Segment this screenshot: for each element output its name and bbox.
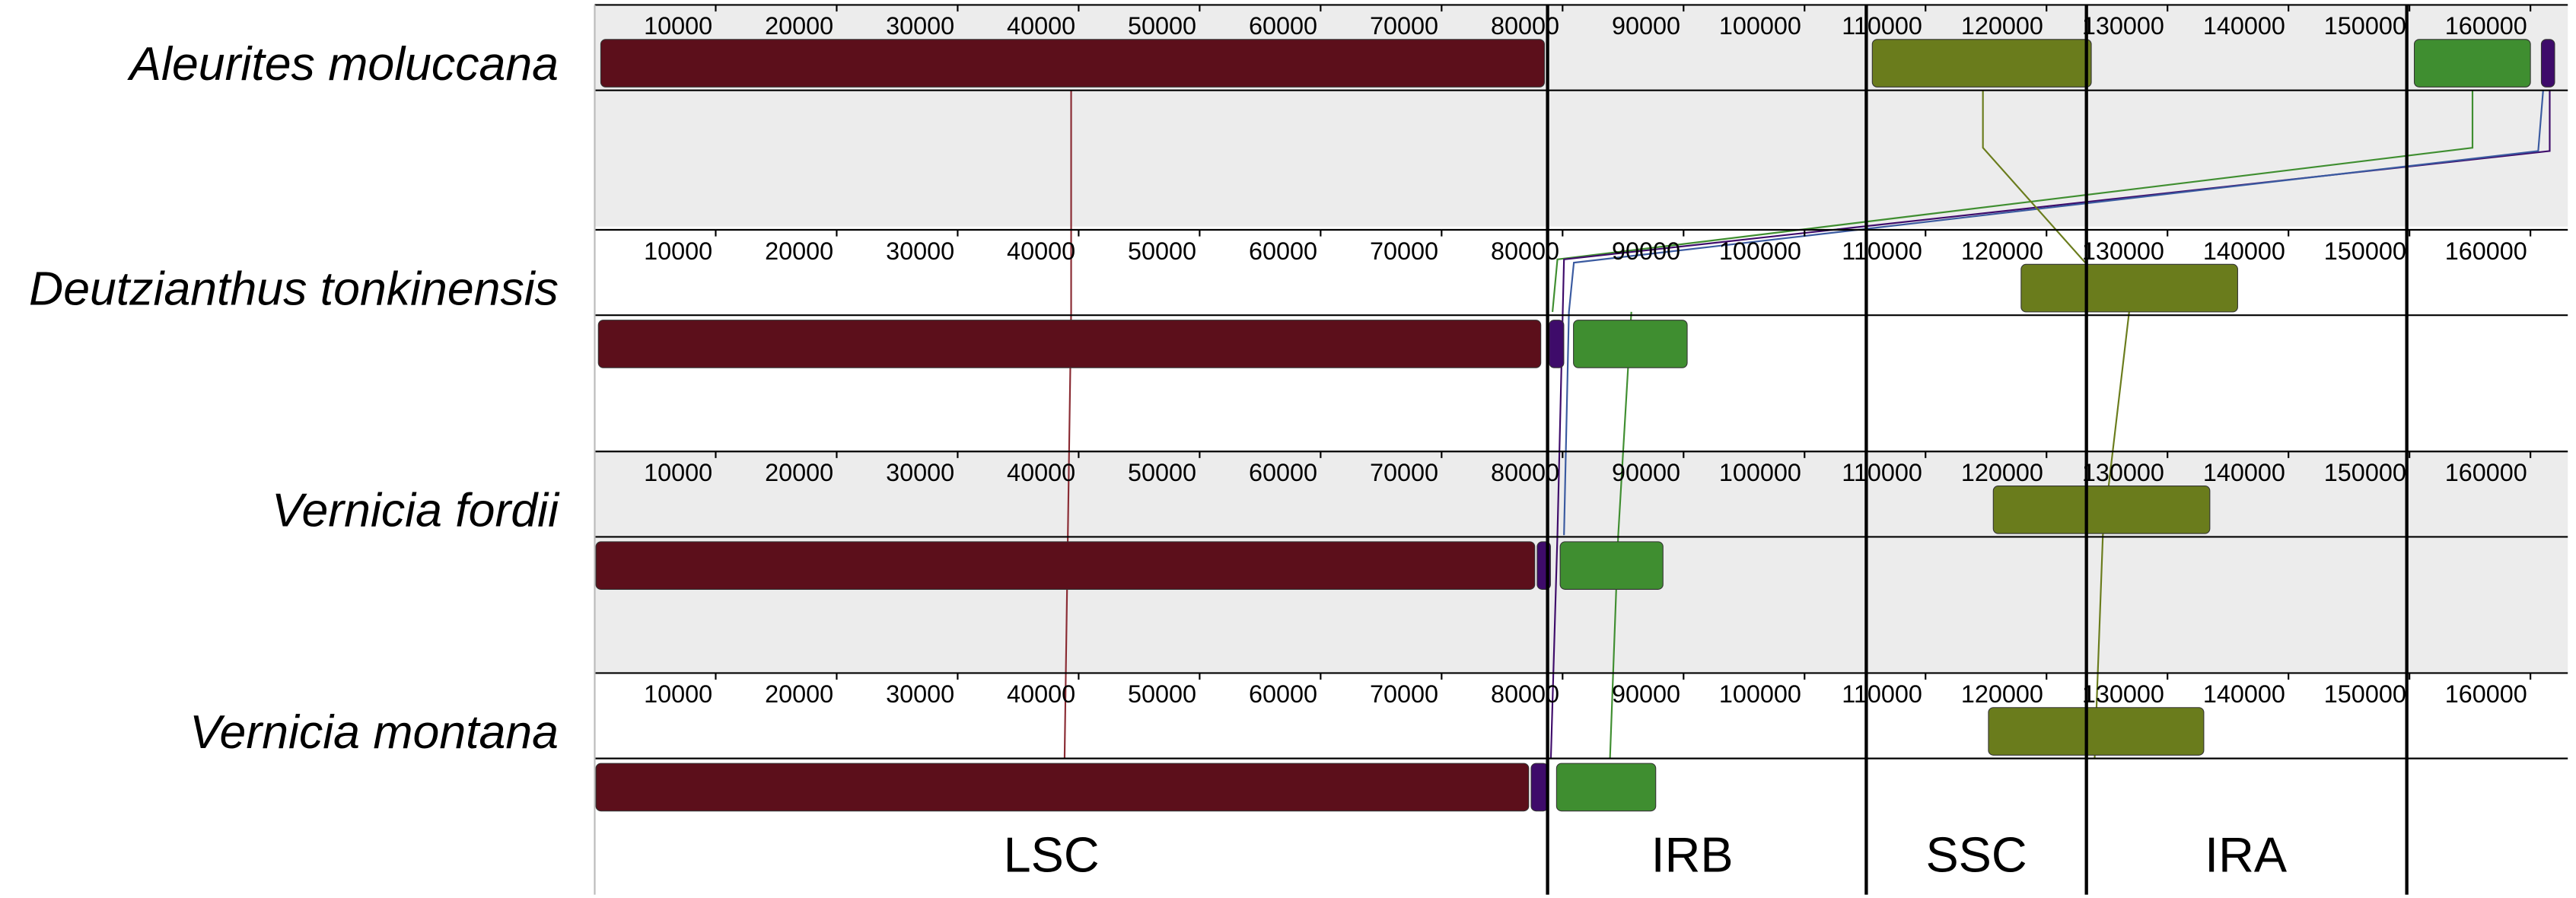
x-tick-label: 120000 xyxy=(1961,680,2043,708)
x-tick-label: 160000 xyxy=(2445,237,2527,265)
tracks: Aleurites moluccana 10000 20000 30000 40000 5… xyxy=(29,4,2568,895)
x-tick-label: 140000 xyxy=(2203,680,2285,708)
x-tick-label: 70000 xyxy=(1370,459,1438,486)
x-tick-label: 20000 xyxy=(765,459,833,486)
connector xyxy=(1563,90,2544,536)
lcb-block xyxy=(595,541,1536,590)
x-tick-label: 50000 xyxy=(1128,237,1196,265)
x-tick-label: 40000 xyxy=(1007,237,1075,265)
x-tick-label: 150000 xyxy=(2324,680,2406,708)
track-name: Vernicia fordii xyxy=(272,484,560,537)
x-tick-label: 130000 xyxy=(2082,237,2164,265)
x-tick-label: 140000 xyxy=(2203,459,2285,486)
lcb-block xyxy=(1555,763,1657,812)
x-tick-label: 60000 xyxy=(1249,680,1317,708)
connector xyxy=(1549,90,2551,759)
x-tick-label: 10000 xyxy=(644,12,712,40)
x-tick-label: 50000 xyxy=(1128,680,1196,708)
x-tick-label: 70000 xyxy=(1370,680,1438,708)
x-tick-label: 100000 xyxy=(1719,237,1801,265)
region-label: IRA xyxy=(2205,826,2288,882)
lcb-block xyxy=(1573,320,1688,368)
x-tick-label: 30000 xyxy=(886,459,954,486)
x-tick-label: 10000 xyxy=(644,459,712,486)
x-tick-label: 20000 xyxy=(765,680,833,708)
track-name: Aleurites moluccana xyxy=(126,37,559,91)
region-label: LSC xyxy=(1004,826,1100,882)
x-tick-label: 110000 xyxy=(1842,237,1922,265)
connector xyxy=(1551,90,2474,312)
x-tick-label: 90000 xyxy=(1612,680,1680,708)
lcb-block xyxy=(2540,39,2555,88)
x-tick-label: 140000 xyxy=(2203,12,2285,40)
track-name: Vernicia montana xyxy=(189,705,559,759)
lcb-block xyxy=(595,763,1530,812)
lcb-block xyxy=(1992,485,2211,534)
lcb-block xyxy=(1530,763,1549,812)
x-tick-label: 40000 xyxy=(1007,680,1075,708)
x-tick-label: 160000 xyxy=(2445,12,2527,40)
x-tick-label: 90000 xyxy=(1612,459,1680,486)
connector xyxy=(1063,90,1072,759)
x-tick-label: 60000 xyxy=(1249,12,1317,40)
x-tick-label: 30000 xyxy=(886,12,954,40)
x-tick-label: 30000 xyxy=(886,237,954,265)
x-tick-label: 100000 xyxy=(1719,12,1801,40)
x-tick-label: 150000 xyxy=(2324,459,2406,486)
x-tick-label: 10000 xyxy=(644,680,712,708)
region-label: IRB xyxy=(1651,826,1734,882)
x-tick-label: 40000 xyxy=(1007,459,1075,486)
lcb-block xyxy=(1559,541,1664,590)
x-tick-label: 130000 xyxy=(2082,12,2164,40)
x-tick-label: 120000 xyxy=(1961,237,2043,265)
lcb-block xyxy=(2413,39,2531,88)
x-tick-label: 150000 xyxy=(2324,12,2406,40)
track-name: Deutzianthus tonkinensis xyxy=(29,263,559,316)
lcb-block xyxy=(597,320,1542,368)
connector xyxy=(1609,311,1632,759)
x-tick-label: 100000 xyxy=(1719,459,1801,486)
lcb-block xyxy=(600,39,1546,88)
x-tick-label: 40000 xyxy=(1007,12,1075,40)
x-tick-label: 50000 xyxy=(1128,459,1196,486)
x-tick-label: 130000 xyxy=(2082,459,2164,486)
x-tick-label: 60000 xyxy=(1249,237,1317,265)
x-tick-label: 140000 xyxy=(2203,237,2285,265)
region-label: SSC xyxy=(1925,826,2027,882)
x-tick-label: 30000 xyxy=(886,680,954,708)
lcb-block xyxy=(1871,39,2092,88)
x-tick-label: 120000 xyxy=(1961,459,2043,486)
lcb-block xyxy=(1988,707,2205,756)
x-tick-label: 70000 xyxy=(1370,237,1438,265)
x-tick-label: 160000 xyxy=(2445,680,2527,708)
lcb-block xyxy=(1549,320,1565,368)
x-tick-label: 160000 xyxy=(2445,459,2527,486)
x-tick-label: 90000 xyxy=(1612,12,1680,40)
x-tick-label: 70000 xyxy=(1370,12,1438,40)
x-tick-label: 100000 xyxy=(1719,680,1801,708)
x-tick-label: 130000 xyxy=(2082,680,2164,708)
x-tick-label: 150000 xyxy=(2324,237,2406,265)
x-tick-label: 50000 xyxy=(1128,12,1196,40)
x-tick-label: 110000 xyxy=(1842,680,1922,708)
lcb-block xyxy=(2020,263,2238,313)
x-tick-label: 120000 xyxy=(1961,12,2043,40)
x-tick-label: 60000 xyxy=(1249,459,1317,486)
x-tick-label: 10000 xyxy=(644,237,712,265)
x-tick-label: 110000 xyxy=(1842,12,1922,40)
x-tick-label: 20000 xyxy=(765,12,833,40)
x-tick-label: 110000 xyxy=(1842,459,1922,486)
x-tick-label: 90000 xyxy=(1612,237,1680,265)
panels xyxy=(594,5,2568,895)
x-tick-label: 20000 xyxy=(765,237,833,265)
